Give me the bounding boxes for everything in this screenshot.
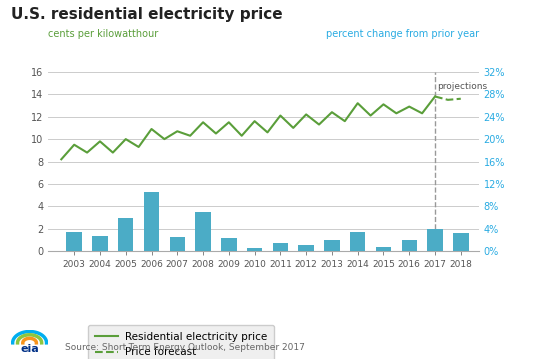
Bar (67, 232, 82, 251)
Text: eia: eia (20, 344, 39, 354)
Bar (401, 240, 417, 251)
Bar (324, 240, 339, 251)
Bar (453, 233, 469, 251)
Text: percent change from prior year: percent change from prior year (325, 29, 479, 39)
Bar (273, 243, 288, 251)
Bar (376, 247, 391, 251)
Legend: Residential electricity price, Price forecast, Annual growth (right axis): Residential electricity price, Price for… (88, 325, 274, 359)
Bar (350, 232, 365, 251)
Text: Source: Short-Term Energy Outlook, September 2017: Source: Short-Term Energy Outlook, Septe… (65, 343, 305, 352)
Text: U.S. residential electricity price: U.S. residential electricity price (11, 7, 282, 22)
Bar (169, 237, 185, 251)
Bar (427, 229, 443, 251)
Bar (144, 192, 159, 251)
Text: cents per kilowatthour: cents per kilowatthour (48, 29, 159, 39)
Bar (247, 248, 263, 251)
Bar (118, 218, 133, 251)
Bar (221, 238, 237, 251)
Text: projections: projections (437, 82, 487, 91)
Bar (195, 212, 211, 251)
Bar (92, 236, 108, 251)
Bar (299, 244, 314, 251)
